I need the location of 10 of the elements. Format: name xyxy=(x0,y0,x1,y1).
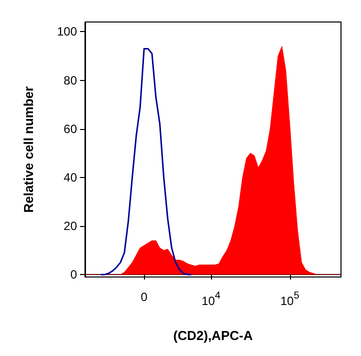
x-tick-label: 0 xyxy=(140,290,148,304)
y-tick-label: 80 xyxy=(64,73,78,88)
y-axis-title: Relative cell number xyxy=(21,86,36,213)
line-series xyxy=(100,48,192,276)
y-tick-label: 0 xyxy=(70,268,78,282)
x-axis-title: (CD2),APC-A xyxy=(173,328,254,343)
y-tick-label: 40 xyxy=(64,170,78,184)
y-tick-label: 20 xyxy=(64,219,78,233)
y-tick-label: 100 xyxy=(56,24,78,39)
y-tick-label: 60 xyxy=(64,122,78,136)
